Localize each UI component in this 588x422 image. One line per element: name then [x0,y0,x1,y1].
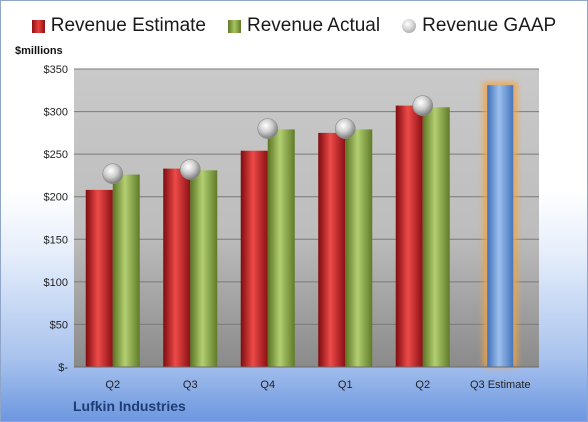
y-tick-label: $300 [44,107,68,119]
bar-revenue-estimate [395,105,423,368]
y-axis-title: $millions [15,45,63,57]
legend-item-estimate: Revenue Estimate [31,15,206,37]
legend-item-gaap: Revenue GAAP [402,15,556,37]
bar-revenue-estimate-forecast [487,85,514,368]
x-tick-label: Q1 [338,379,353,391]
x-tick-label: Q2 [415,379,430,391]
y-tick-label: $100 [44,277,68,289]
legend-label-estimate: Revenue Estimate [50,15,206,36]
marker-revenue-gaap [412,95,434,116]
marker-revenue-gaap [179,159,201,180]
marker-revenue-gaap [334,118,356,139]
bar-revenue-estimate [85,189,113,367]
plot-area [74,69,539,367]
x-tick-label: Q2 [105,379,120,391]
legend-label-actual: Revenue Actual [247,15,381,36]
legend: Revenue Estimate Revenue Actual Revenue … [1,15,587,37]
legend-label-gaap: Revenue GAAP [422,15,557,36]
bar-revenue-actual [267,129,295,367]
x-tick-label: Q4 [260,379,275,391]
y-tick-label: $50 [50,319,68,331]
y-tick-label: $200 [44,192,68,204]
y-tick-label: $- [58,362,68,374]
legend-swatch-gaap [402,19,417,33]
bar-revenue-actual [422,107,450,368]
bar-revenue-estimate [163,168,191,367]
bar-revenue-estimate [240,150,268,367]
bar-revenue-actual [112,174,140,367]
bar-revenue-actual [345,129,373,367]
company-name: Lufkin Industries [73,398,186,414]
x-tick-label: Q3 [183,379,198,391]
legend-swatch-estimate [31,19,45,33]
y-tick-label: $250 [44,149,68,161]
legend-item-actual: Revenue Actual [228,15,380,37]
y-tick-label: $350 [44,64,68,76]
marker-revenue-gaap [257,118,279,139]
marker-revenue-gaap [102,163,124,185]
legend-swatch-actual [228,19,241,33]
bar-revenue-estimate [318,132,346,367]
y-tick-label: $150 [44,234,68,246]
bar-revenue-actual [190,170,218,367]
x-tick-label: Q3 Estimate [470,379,531,391]
